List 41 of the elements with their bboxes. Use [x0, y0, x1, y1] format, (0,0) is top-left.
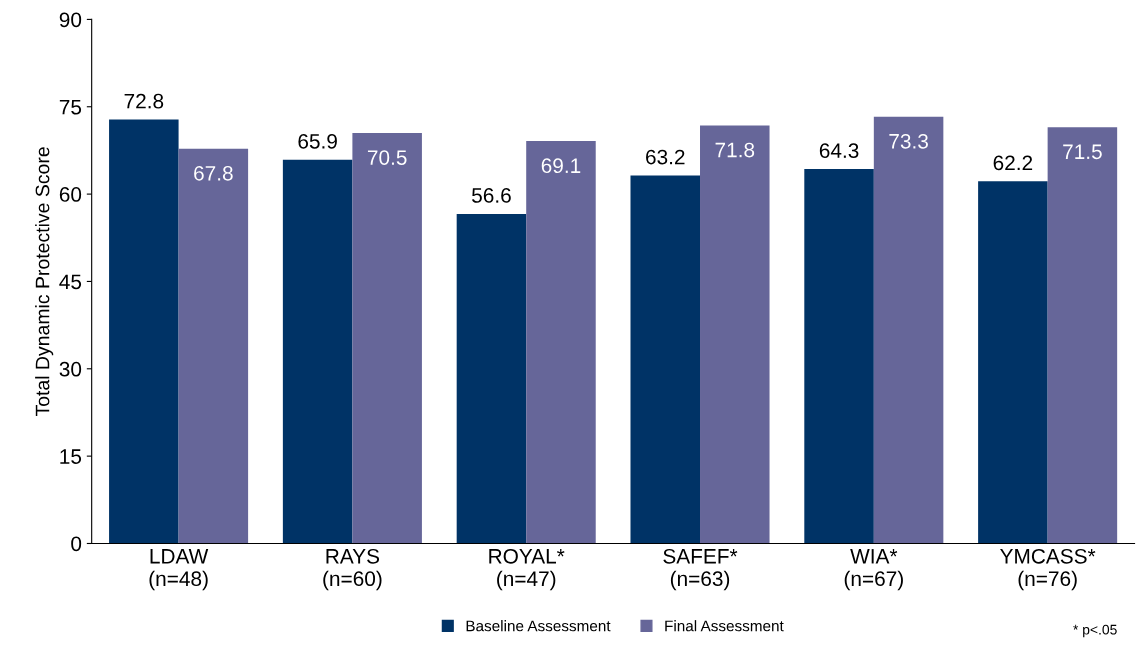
bar [456, 213, 527, 544]
data-label: 73.3 [889, 133, 928, 149]
data-label: 62.2 [993, 155, 1033, 171]
y-tick-label: 60 [59, 187, 82, 202]
x-tick-label: YMCASS* (n=76) [1000, 548, 1096, 591]
bar [630, 175, 701, 544]
data-label: 56.6 [472, 188, 511, 203]
bar [700, 125, 770, 544]
y-tick-label: 30 [59, 361, 82, 377]
data-label: 65.9 [298, 133, 337, 149]
data-label: 63.2 [646, 149, 685, 165]
data-label: 72.8 [124, 93, 164, 109]
bar [526, 141, 596, 544]
legend-label: Final Assessment [665, 620, 784, 632]
data-label: 64.3 [819, 143, 859, 158]
bar [178, 148, 249, 544]
x-tick-label: SAFEF* (n=63) [663, 548, 738, 591]
data-label: 71.8 [715, 142, 755, 158]
bar [978, 181, 1048, 544]
x-tick-label: WIA* (n=67) [844, 549, 903, 591]
y-tick-label: 15 [60, 449, 82, 464]
text: * p<.05 [1073, 624, 1117, 638]
data-label: 71.5 [1063, 144, 1102, 160]
x-tick-label: RAYS (n=60) [323, 548, 382, 591]
y-tick-label: 0 [71, 536, 82, 552]
bar [1047, 127, 1118, 544]
bar [873, 116, 944, 544]
y-axis-title: Total Dynamic Protective Score [35, 147, 54, 417]
x-tick-label: ROYAL* (n=47) [489, 548, 565, 591]
y-tick-label: 45 [59, 274, 82, 290]
data-label: 67.8 [194, 165, 233, 181]
y-tick-label: 90 [59, 12, 82, 28]
y-tick-label: 75 [59, 99, 82, 115]
legend-label: Baseline Assessment [466, 620, 611, 632]
bar [109, 119, 179, 544]
bar [352, 132, 422, 544]
data-label: 70.5 [367, 150, 407, 165]
bar [804, 169, 874, 544]
bar [282, 159, 353, 544]
data-label: 69.1 [541, 158, 581, 174]
x-tick-label: LDAW (n=48) [149, 549, 209, 591]
